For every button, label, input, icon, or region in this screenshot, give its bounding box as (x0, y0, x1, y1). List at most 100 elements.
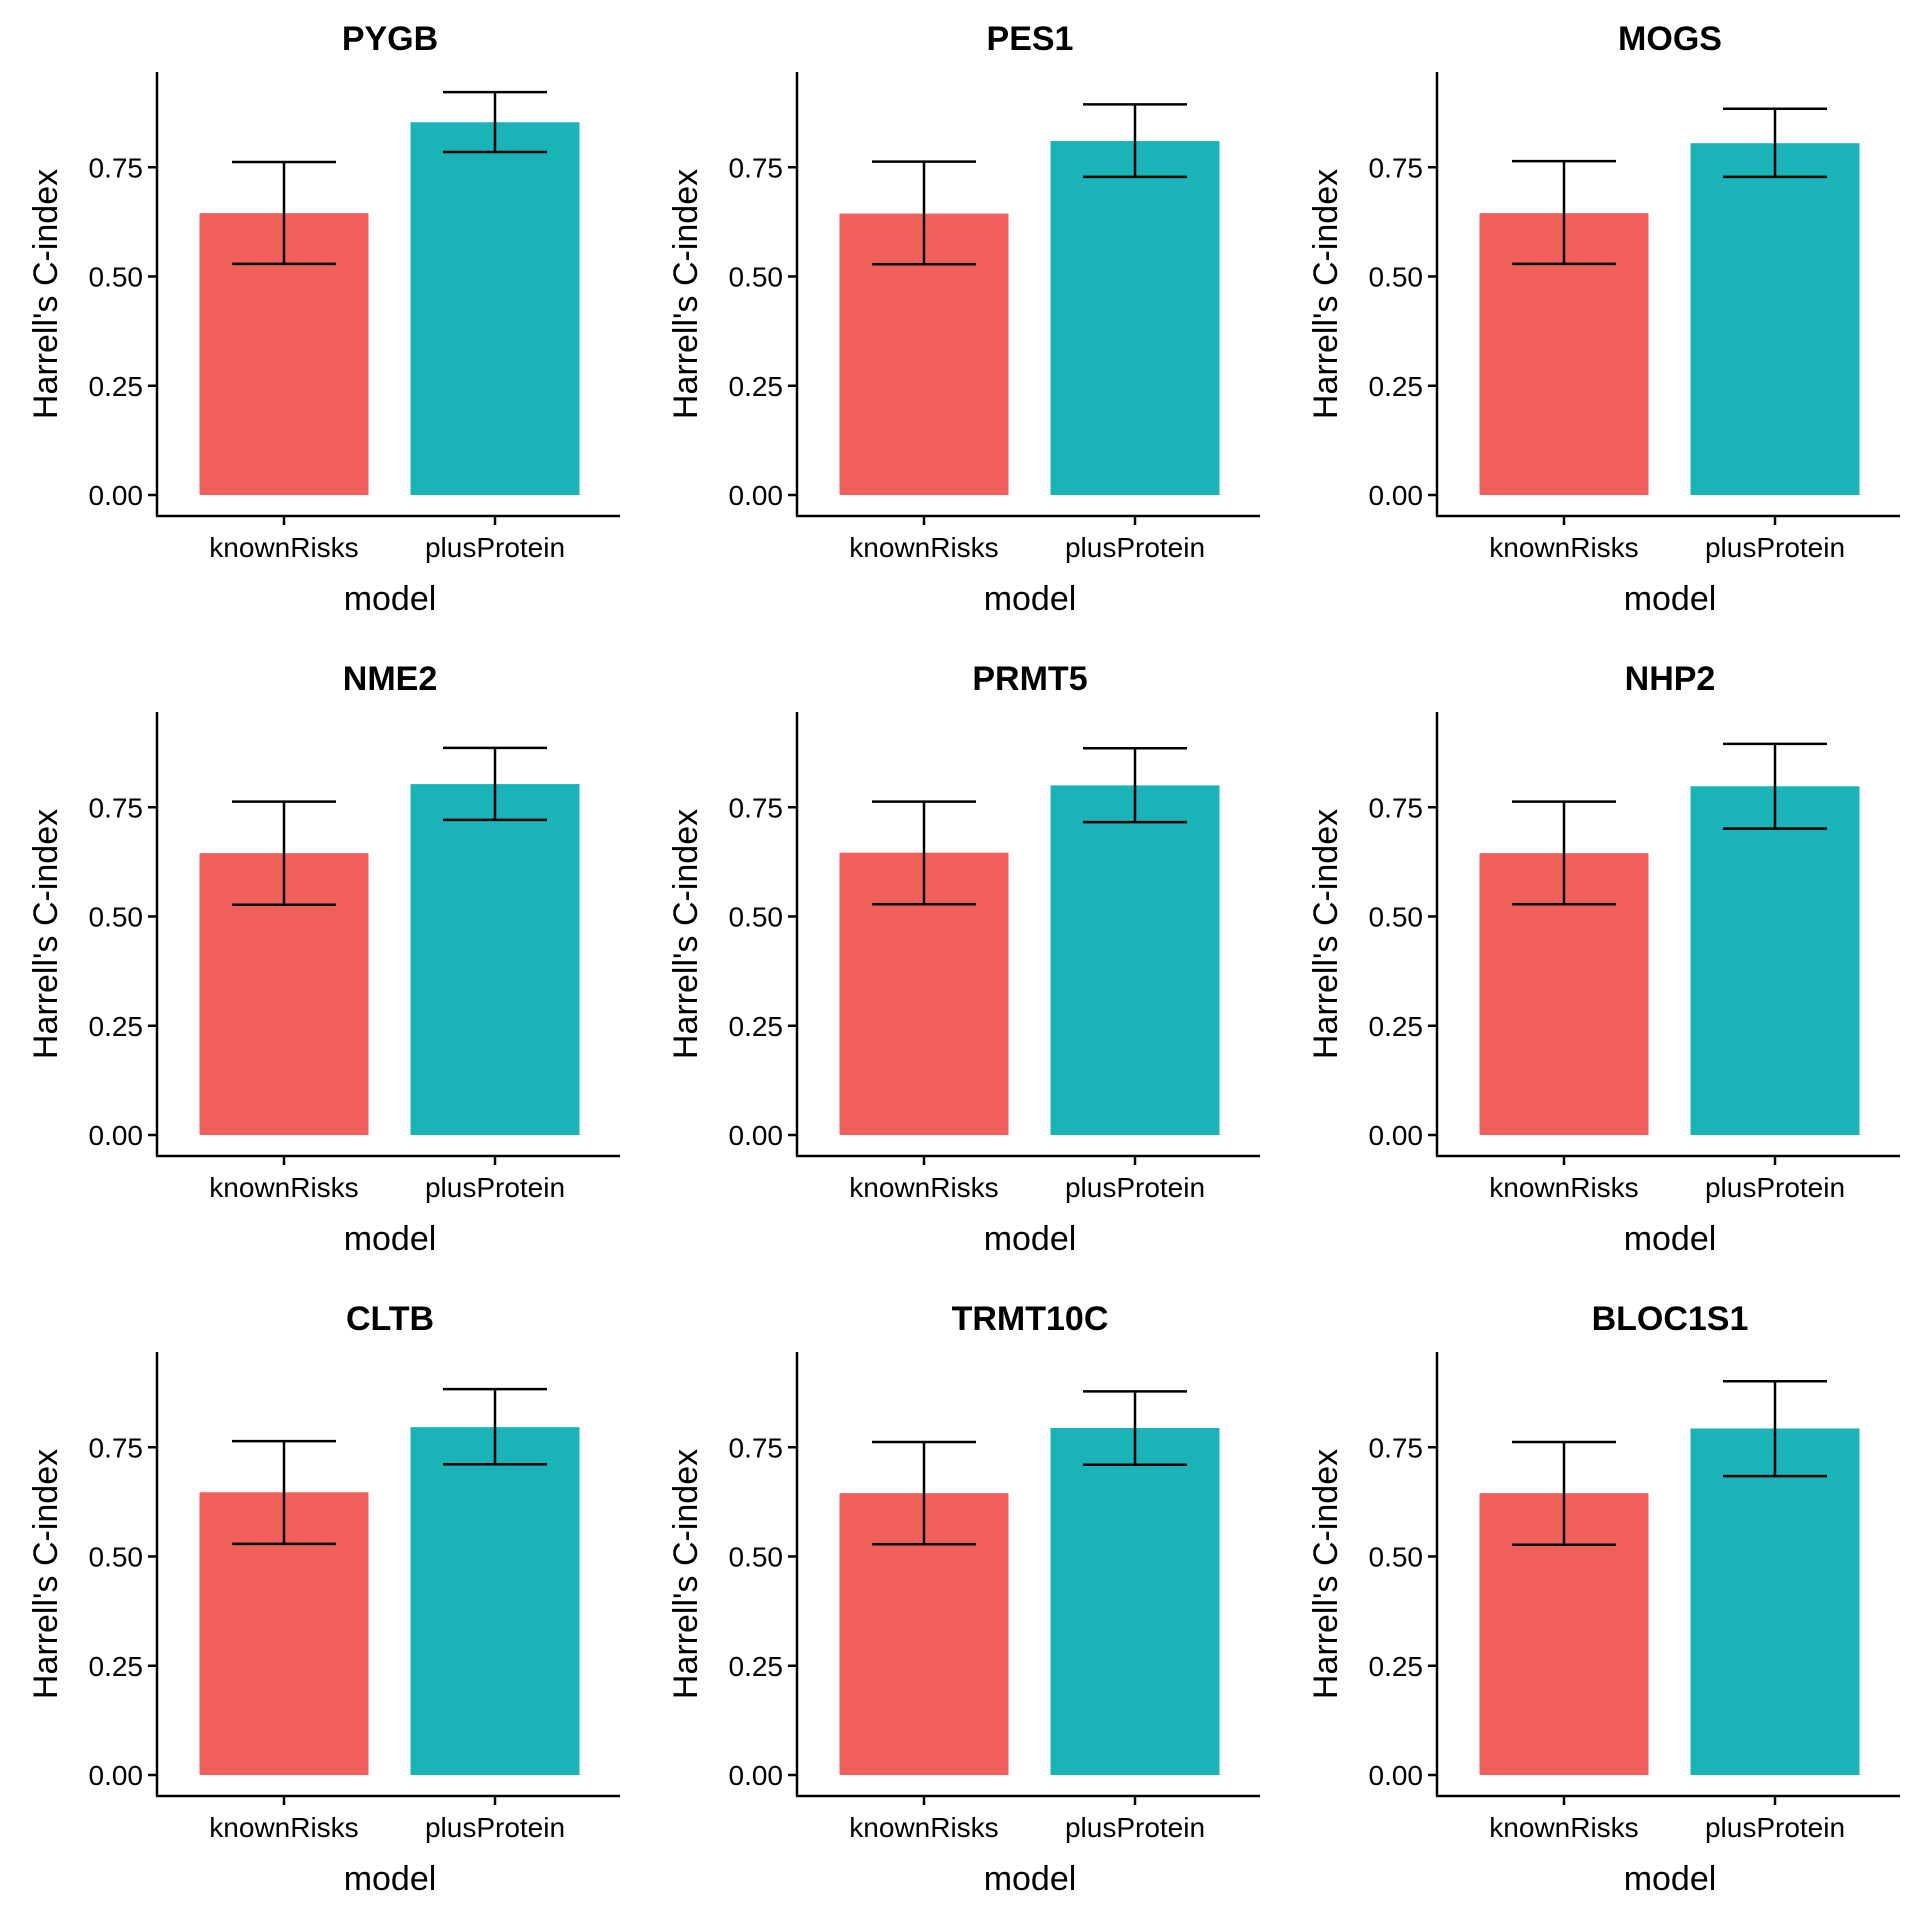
panel-mogs: MOGS 0.00 0.25 0.50 0.75 knownRisks plusProtei… (1307, 20, 1900, 618)
y-axis-title: Harrell's C-index (27, 809, 65, 1059)
error-bar-plusProtein (1083, 747, 1187, 824)
x-tick-label: knownRisks (1489, 1172, 1638, 1203)
x-tick-label: plusProtein (1065, 532, 1205, 563)
y-tick-label: 0.25 (729, 371, 784, 402)
panel-title: NME2 (343, 660, 437, 698)
x-tick-label: plusProtein (1705, 1172, 1845, 1203)
y-tick-label: 0.00 (729, 480, 784, 511)
bar-plusProtein (410, 1427, 580, 1775)
y-tick-label: 0.75 (89, 1432, 144, 1463)
error-bar-knownRisks (872, 800, 976, 906)
y-tick-label: 0.75 (1369, 792, 1424, 823)
panel-trmt10c: TRMT10C 0.00 0.25 0.50 0.75 knownRisks plusPro… (667, 1300, 1260, 1898)
y-axis-title: Harrell's C-index (667, 1449, 705, 1699)
bar-plusProtein (1050, 141, 1220, 495)
error-bar-knownRisks (872, 1440, 976, 1546)
x-tick-label: knownRisks (1489, 1812, 1638, 1843)
x-axis-title: model (984, 1220, 1077, 1258)
x-tick-label: knownRisks (209, 1812, 358, 1843)
y-tick-label: 0.25 (1369, 1011, 1424, 1042)
y-tick-label: 0.75 (729, 152, 784, 183)
x-axis-title: model (1624, 1860, 1717, 1898)
x-tick-label: plusProtein (425, 1812, 565, 1843)
y-tick-label: 0.25 (89, 1651, 144, 1682)
y-tick-label: 0.00 (89, 1120, 144, 1151)
y-tick-label: 0.00 (729, 1760, 784, 1791)
x-tick-label: knownRisks (209, 532, 358, 563)
bar-plusProtein (1690, 786, 1860, 1135)
x-tick-label: knownRisks (1489, 532, 1638, 563)
error-bar-plusProtein (1083, 1390, 1187, 1466)
panel-cltb: CLTB 0.00 0.25 0.50 0.75 knownRisks plusProtei… (27, 1300, 620, 1898)
y-tick-label: 0.00 (1369, 480, 1424, 511)
panel-title: TRMT10C (952, 1300, 1109, 1338)
error-bar-knownRisks (232, 160, 336, 266)
x-tick-label: plusProtein (1065, 1172, 1205, 1203)
panel-nme2: NME2 0.00 0.25 0.50 0.75 knownRisks plusProtei… (27, 660, 620, 1258)
panel-prmt5: PRMT5 0.00 0.25 0.50 0.75 knownRisks plusProte… (667, 660, 1260, 1258)
x-tick-label: plusProtein (1065, 1812, 1205, 1843)
y-tick-label: 0.75 (729, 792, 784, 823)
x-tick-label: knownRisks (849, 1172, 998, 1203)
error-bar-plusProtein (1723, 1380, 1827, 1478)
y-tick-label: 0.25 (1369, 1651, 1424, 1682)
y-tick-label: 0.50 (1369, 262, 1424, 293)
bar-plusProtein (1690, 1428, 1860, 1775)
y-tick-label: 0.25 (1369, 371, 1424, 402)
y-tick-label: 0.25 (729, 1011, 784, 1042)
error-bar-plusProtein (1083, 103, 1187, 179)
x-tick-label: knownRisks (849, 532, 998, 563)
y-tick-label: 0.75 (1369, 1432, 1424, 1463)
y-tick-label: 0.75 (729, 1432, 784, 1463)
x-axis-title: model (1624, 1220, 1717, 1258)
y-axis-title: Harrell's C-index (1307, 809, 1345, 1059)
panel-title: MOGS (1618, 20, 1722, 58)
y-tick-label: 0.25 (89, 1011, 144, 1042)
error-bar-knownRisks (872, 160, 976, 266)
y-tick-label: 0.50 (729, 1542, 784, 1573)
x-axis-title: model (344, 1220, 437, 1258)
y-axis-title: Harrell's C-index (1307, 1449, 1345, 1699)
bar-plusProtein (1690, 143, 1860, 495)
y-tick-label: 0.00 (1369, 1120, 1424, 1151)
error-bar-knownRisks (1512, 800, 1616, 906)
y-tick-label: 0.00 (89, 1760, 144, 1791)
y-tick-label: 0.25 (89, 371, 144, 402)
x-axis-title: model (344, 580, 437, 618)
y-axis-title: Harrell's C-index (27, 169, 65, 419)
panel-nhp2: NHP2 0.00 0.25 0.50 0.75 knownRisks plusProtei… (1307, 660, 1900, 1258)
y-tick-label: 0.25 (729, 1651, 784, 1682)
y-axis-title: Harrell's C-index (27, 1449, 65, 1699)
error-bar-knownRisks (1512, 159, 1616, 266)
error-bar-knownRisks (232, 800, 336, 906)
error-bar-plusProtein (443, 746, 547, 822)
error-bar-knownRisks (232, 1439, 336, 1546)
x-tick-label: plusProtein (1705, 532, 1845, 563)
y-axis-title: Harrell's C-index (667, 169, 705, 419)
y-axis-title: Harrell's C-index (1307, 169, 1345, 419)
error-bar-plusProtein (443, 1387, 547, 1466)
bar-plusProtein (1050, 1428, 1220, 1775)
y-tick-label: 0.50 (1369, 1542, 1424, 1573)
bar-plusProtein (410, 122, 580, 495)
y-tick-label: 0.50 (89, 902, 144, 933)
y-tick-label: 0.00 (1369, 1760, 1424, 1791)
panel-title: PYGB (342, 20, 438, 58)
y-tick-label: 0.00 (89, 480, 144, 511)
x-axis-title: model (344, 1860, 437, 1898)
panel-title: BLOC1S1 (1592, 1300, 1749, 1338)
y-tick-label: 0.50 (729, 902, 784, 933)
y-tick-label: 0.75 (1369, 152, 1424, 183)
y-tick-label: 0.50 (1369, 902, 1424, 933)
x-tick-label: knownRisks (849, 1812, 998, 1843)
x-tick-label: plusProtein (1705, 1812, 1845, 1843)
y-tick-label: 0.50 (89, 1542, 144, 1573)
x-tick-label: knownRisks (209, 1172, 358, 1203)
error-bar-plusProtein (1723, 742, 1827, 830)
x-axis-title: model (1624, 580, 1717, 618)
x-axis-title: model (984, 1860, 1077, 1898)
y-axis-title: Harrell's C-index (667, 809, 705, 1059)
y-tick-label: 0.50 (729, 262, 784, 293)
y-tick-label: 0.00 (729, 1120, 784, 1151)
